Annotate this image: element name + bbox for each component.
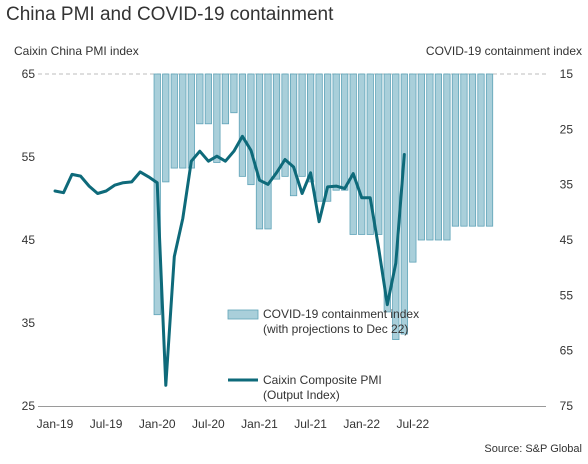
x-axis-tick-label: Jul-22 <box>396 417 429 431</box>
containment-bar <box>358 73 366 235</box>
right-axis-tick-label: 55 <box>560 288 574 302</box>
pmi-series-line <box>53 134 406 387</box>
containment-bar <box>409 73 417 263</box>
x-axis-tick-label: Jan-19 <box>37 417 74 431</box>
containment-bar <box>392 73 400 341</box>
chart-title: China PMI and COVID-19 containment <box>6 4 334 25</box>
left-axis-tick-label: 25 <box>22 399 36 413</box>
right-axis-tick-label: 45 <box>560 233 574 247</box>
x-axis-tick-label: Jan-22 <box>343 417 380 431</box>
containment-bar <box>324 73 332 202</box>
containment-bar <box>221 73 229 125</box>
containment-bar <box>187 73 195 169</box>
containment-bar <box>383 73 391 313</box>
left-axis-tick-label: 65 <box>22 67 36 81</box>
containment-bar <box>272 73 281 180</box>
containment-bar <box>315 73 323 202</box>
right-axis-tick-label: 35 <box>560 178 574 192</box>
containment-bar <box>349 73 357 235</box>
left-axis-title: Caixin China PMI index <box>14 44 139 58</box>
containment-bar <box>298 73 306 177</box>
x-axis-tick-label: Jan-20 <box>139 417 176 431</box>
containment-bar <box>485 73 494 227</box>
containment-bar <box>238 73 247 177</box>
containment-bar <box>451 73 460 227</box>
left-axis-tick-label: 35 <box>22 316 36 330</box>
left-axis-tick-label: 45 <box>22 233 36 247</box>
containment-bar <box>179 73 187 169</box>
containment-bar <box>255 73 264 230</box>
containment-bar <box>434 73 443 241</box>
x-axis-tick-label: Jul-19 <box>90 417 123 431</box>
containment-bar <box>281 73 289 177</box>
right-axis-tick-label: 65 <box>560 344 574 358</box>
containment-bar <box>213 73 221 163</box>
right-axis-tick-label: 25 <box>560 122 574 136</box>
containment-bar <box>366 73 374 235</box>
right-axis-tick-label: 75 <box>560 399 574 413</box>
containment-bar <box>162 73 170 183</box>
legend-label-containment: COVID-19 containment index <box>263 307 419 321</box>
containment-bar <box>443 73 451 241</box>
containment-bar <box>306 73 315 183</box>
source-note: Source: S&P Global <box>484 443 582 455</box>
containment-bar <box>247 73 255 186</box>
x-axis-tick-label: Jan-21 <box>241 417 278 431</box>
left-axis-tick-label: 55 <box>22 150 36 164</box>
containment-bar <box>468 73 477 227</box>
containment-bar <box>204 73 212 125</box>
containment-bar <box>341 73 349 191</box>
containment-bar <box>426 73 434 241</box>
right-axis-tick-label: 15 <box>560 67 574 81</box>
containment-bar <box>477 73 485 227</box>
x-axis-tick-label: Jul-20 <box>192 417 225 431</box>
legend-sublabel-pmi: (Output Index) <box>263 388 340 402</box>
containment-bar <box>196 73 204 125</box>
containment-bar <box>417 73 425 241</box>
containment-bar <box>400 73 408 335</box>
containment-bar <box>264 73 272 230</box>
containment-bar <box>289 73 298 197</box>
containment-bar <box>332 73 340 191</box>
x-axis-tick-label: Jul-21 <box>294 417 327 431</box>
containment-bar <box>170 73 178 169</box>
containment-bar <box>375 73 383 235</box>
containment-bar <box>230 73 238 114</box>
containment-bar <box>460 73 468 227</box>
right-axis-title: COVID-19 containment index <box>425 44 582 58</box>
legend-label-pmi: Caixin Composite PMI <box>263 373 382 387</box>
legend-sublabel-containment: (with projections to Dec 22) <box>263 322 408 336</box>
legend-swatch-containment <box>227 309 259 320</box>
